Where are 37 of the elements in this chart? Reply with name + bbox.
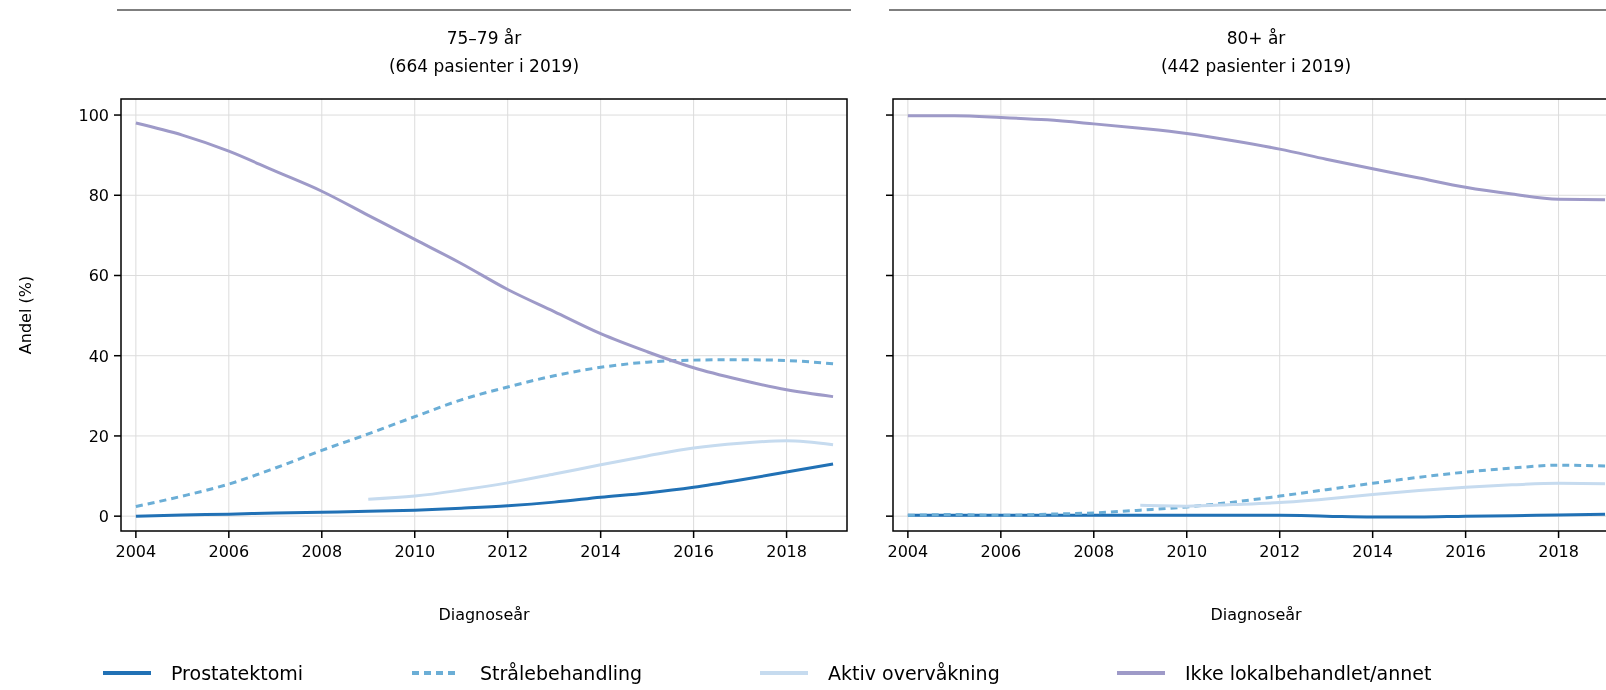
line-series [366, 439, 835, 501]
x-tick-label: 2004 [887, 542, 929, 561]
x-tick-label: 2004 [115, 542, 157, 561]
legend-label: Prostatektomi [171, 662, 304, 684]
line-series [134, 462, 835, 518]
y-tick-label: 100 [78, 106, 109, 126]
x-tick-label: 2018 [766, 542, 807, 561]
x-tick-label: 2006 [980, 542, 1022, 561]
x-tick-label: 2014 [580, 542, 622, 561]
x-tick-label: 2010 [1166, 542, 1208, 561]
x-tick-label: 2016 [673, 542, 714, 561]
y-tick-label: 0 [98, 507, 109, 527]
x-tick-label: 2008 [301, 542, 343, 561]
x-axis-title: Diagnoseår [1210, 605, 1303, 624]
y-tick-label: 40 [88, 346, 109, 366]
line-series [134, 358, 835, 509]
chart-subtitle: (664 pasienter i 2019) [388, 56, 580, 76]
y-axis-title: Andel (%) [16, 275, 35, 355]
x-tick-label: 2016 [1445, 542, 1486, 561]
legend-label: Aktiv overvåkning [828, 662, 1000, 684]
y-tick-label: 80 [88, 186, 109, 206]
x-axis-title: Diagnoseår [438, 605, 531, 624]
x-tick-label: 2010 [394, 542, 436, 561]
x-tick-label: 2012 [487, 542, 529, 561]
chart-subtitle: (442 pasienter i 2019) [1160, 56, 1352, 76]
chart-title: 80+ år [1226, 28, 1286, 48]
x-tick-label: 2014 [1352, 542, 1394, 561]
y-tick-label: 20 [88, 426, 109, 446]
legend-label: Ikke lokalbehandlet/annet [1185, 662, 1432, 684]
y-tick-label: 60 [88, 266, 109, 286]
legend-label: Strålebehandling [480, 662, 643, 684]
line-series [134, 121, 835, 399]
x-tick-label: 2008 [1073, 542, 1115, 561]
x-tick-label: 2018 [1538, 542, 1579, 561]
chart-title: 75–79 år [446, 28, 522, 48]
x-tick-label: 2012 [1259, 542, 1301, 561]
x-tick-label: 2006 [208, 542, 250, 561]
